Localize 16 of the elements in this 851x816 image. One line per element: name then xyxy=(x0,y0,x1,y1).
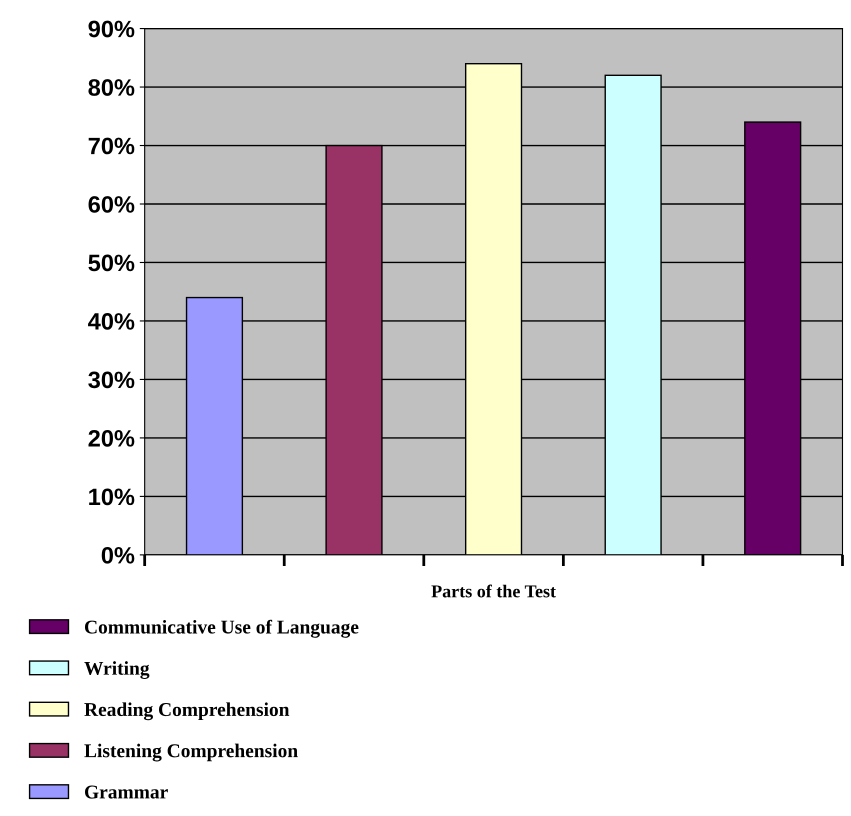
y-tick-label: 10% xyxy=(89,488,134,506)
y-tick-label: 60% xyxy=(88,196,134,213)
legend-label: Reading Comprehension xyxy=(84,702,290,720)
y-tick-label: 20% xyxy=(88,430,134,447)
y-tick-label: 70% xyxy=(88,138,134,154)
y-tick-label: 80% xyxy=(88,79,134,96)
legend-label: Communicative Use of Language xyxy=(84,620,358,638)
y-tick-label: 0% xyxy=(102,546,134,564)
y-tick-label: 40% xyxy=(88,313,134,330)
legend-label: Listening Comprehension xyxy=(84,744,298,762)
y-tick-label: 50% xyxy=(88,254,134,272)
legend-label: Writing xyxy=(84,661,150,679)
x-axis-title: Parts of the Test xyxy=(431,584,556,598)
y-tick-label: 30% xyxy=(88,372,134,388)
legend-label: Grammar xyxy=(84,786,168,799)
y-tick-label: 90% xyxy=(88,20,134,38)
